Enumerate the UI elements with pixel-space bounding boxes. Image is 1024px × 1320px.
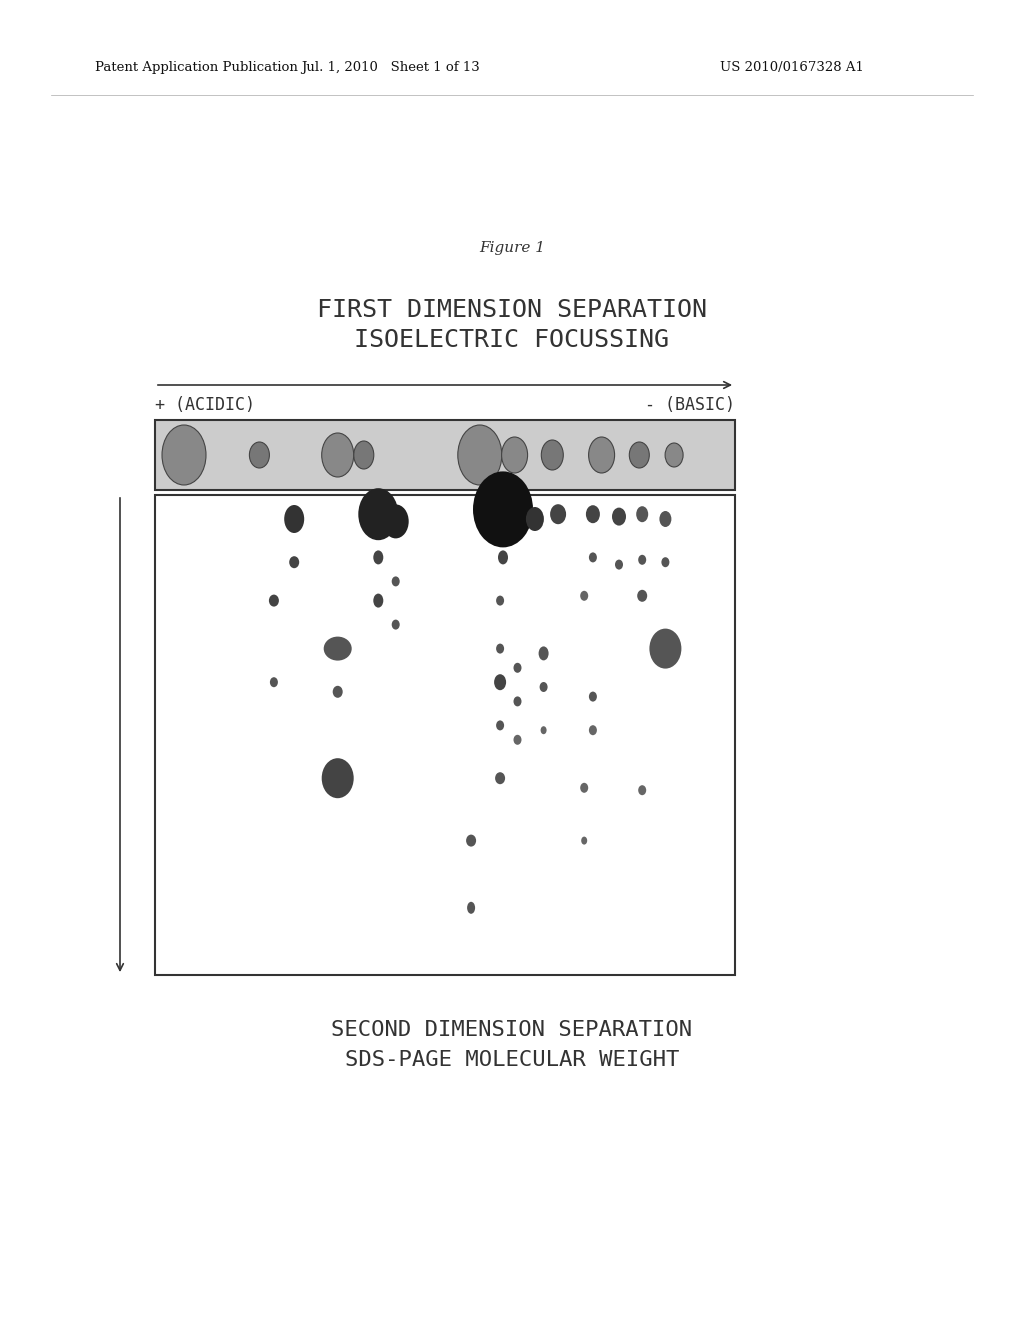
Ellipse shape <box>589 552 597 562</box>
Ellipse shape <box>358 488 398 540</box>
Text: SECOND DIMENSION SEPARATION: SECOND DIMENSION SEPARATION <box>332 1020 692 1040</box>
Ellipse shape <box>285 506 304 533</box>
Text: Patent Application Publication: Patent Application Publication <box>95 62 298 74</box>
Ellipse shape <box>513 697 521 706</box>
Text: Figure 1: Figure 1 <box>479 242 545 255</box>
Ellipse shape <box>495 675 506 690</box>
Ellipse shape <box>638 785 646 795</box>
Ellipse shape <box>542 440 563 470</box>
Ellipse shape <box>589 692 597 702</box>
Ellipse shape <box>250 442 269 469</box>
Ellipse shape <box>540 682 548 692</box>
Ellipse shape <box>162 425 206 484</box>
Ellipse shape <box>374 550 383 565</box>
Ellipse shape <box>354 441 374 469</box>
Text: ISOELECTRIC FOCUSSING: ISOELECTRIC FOCUSSING <box>354 327 670 352</box>
Ellipse shape <box>289 556 299 568</box>
Ellipse shape <box>502 437 527 473</box>
Ellipse shape <box>322 758 353 799</box>
Ellipse shape <box>659 511 672 527</box>
Bar <box>155 420 735 490</box>
Ellipse shape <box>473 471 534 548</box>
Ellipse shape <box>496 721 504 730</box>
Ellipse shape <box>495 772 505 784</box>
Ellipse shape <box>582 837 587 845</box>
Text: - (BASIC): - (BASIC) <box>645 396 735 414</box>
Ellipse shape <box>466 834 476 846</box>
Ellipse shape <box>638 554 646 565</box>
Ellipse shape <box>513 735 521 744</box>
Ellipse shape <box>270 677 278 688</box>
Ellipse shape <box>662 557 670 568</box>
Ellipse shape <box>467 902 475 913</box>
Ellipse shape <box>269 594 279 607</box>
Ellipse shape <box>615 560 623 570</box>
Ellipse shape <box>513 663 521 673</box>
Ellipse shape <box>666 444 683 467</box>
Ellipse shape <box>392 619 399 630</box>
Text: SDS-PAGE MOLECULAR WEIGHT: SDS-PAGE MOLECULAR WEIGHT <box>345 1049 679 1071</box>
Ellipse shape <box>589 725 597 735</box>
Ellipse shape <box>649 628 681 669</box>
Ellipse shape <box>550 504 566 524</box>
Text: Jul. 1, 2010   Sheet 1 of 13: Jul. 1, 2010 Sheet 1 of 13 <box>301 62 479 74</box>
Ellipse shape <box>458 425 502 484</box>
Ellipse shape <box>324 636 351 660</box>
Ellipse shape <box>526 507 544 531</box>
Text: US 2010/0167328 A1: US 2010/0167328 A1 <box>720 62 864 74</box>
Ellipse shape <box>539 647 549 660</box>
Ellipse shape <box>581 783 588 793</box>
Ellipse shape <box>333 686 343 698</box>
Bar <box>155 495 735 975</box>
Ellipse shape <box>496 595 504 606</box>
Ellipse shape <box>637 590 647 602</box>
Ellipse shape <box>630 442 649 469</box>
Ellipse shape <box>581 591 588 601</box>
Ellipse shape <box>589 437 614 473</box>
Ellipse shape <box>374 594 383 607</box>
Ellipse shape <box>496 644 504 653</box>
Ellipse shape <box>383 504 409 539</box>
Ellipse shape <box>586 506 600 523</box>
Ellipse shape <box>322 433 353 477</box>
Ellipse shape <box>541 726 547 734</box>
Text: + (ACIDIC): + (ACIDIC) <box>155 396 255 414</box>
Ellipse shape <box>636 506 648 523</box>
Ellipse shape <box>392 577 399 586</box>
Text: FIRST DIMENSION SEPARATION: FIRST DIMENSION SEPARATION <box>317 298 707 322</box>
Ellipse shape <box>498 550 508 565</box>
Ellipse shape <box>612 508 626 525</box>
